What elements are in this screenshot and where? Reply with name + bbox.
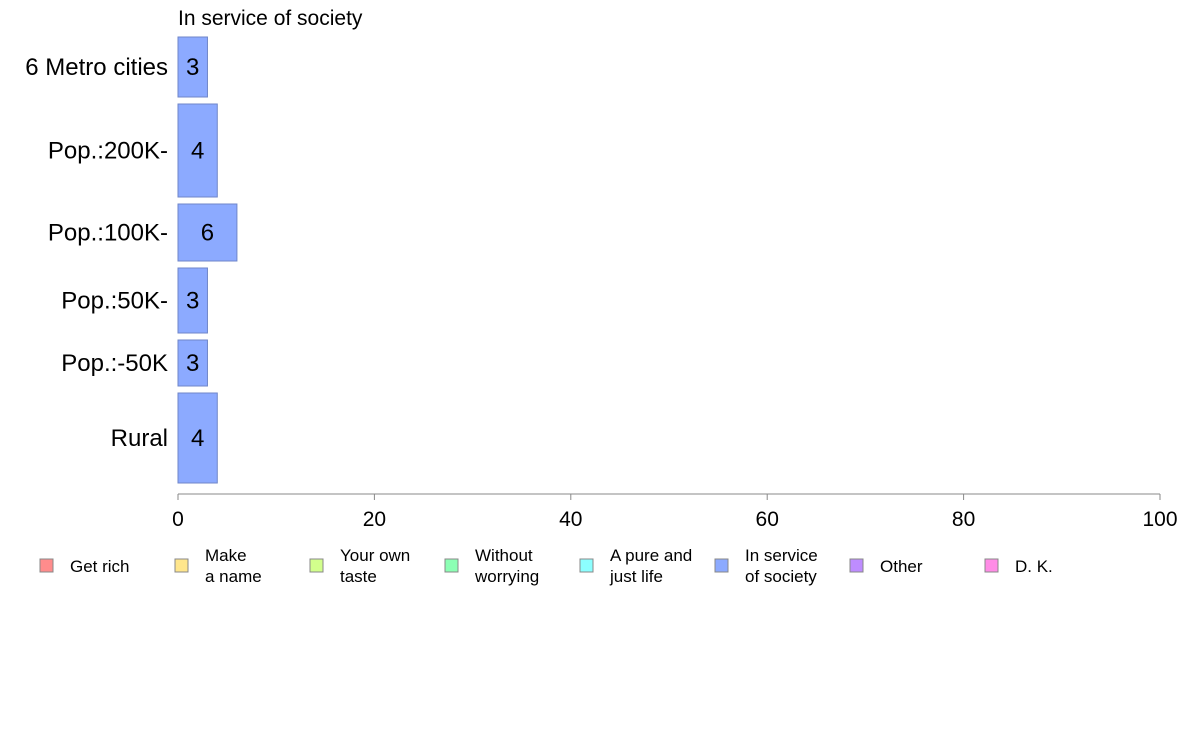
legend-label: In service of society	[745, 546, 818, 586]
bar-data-label: 3	[186, 54, 199, 81]
category-label: Pop.:200K-	[48, 138, 168, 165]
legend-swatch	[714, 558, 729, 573]
legend-swatch	[174, 558, 189, 573]
legend-label: Your own taste	[340, 546, 410, 586]
category-label: Rural	[111, 425, 168, 452]
x-axis: 0 20 40 60 80 100	[172, 493, 1178, 531]
legend-label: A pure and just life	[609, 546, 692, 586]
bar-data-label: 6	[201, 220, 214, 247]
bar-6	[177, 392, 218, 484]
category-label: 6 Metro cities	[25, 54, 168, 81]
bar-data-label: 4	[191, 425, 204, 452]
legend-swatch	[579, 558, 594, 573]
bars-layer: 3 6 Metro cities 4 Pop.:200K- 6 Pop.:100K- 3 Po…	[25, 36, 238, 484]
bar-2	[177, 103, 218, 198]
legend-label: Make a name	[205, 546, 262, 586]
legend-swatch	[309, 558, 324, 573]
legend-swatch	[39, 558, 54, 573]
legend-swatch	[444, 558, 459, 573]
x-tick-label: 40	[559, 508, 582, 531]
legend-label: Get rich	[70, 557, 130, 576]
category-label: Pop.:-50K	[61, 350, 168, 377]
legend-label: Other	[880, 557, 923, 576]
bar-3	[177, 203, 238, 262]
legend-swatch	[849, 558, 864, 573]
bar-5	[177, 339, 208, 387]
x-tick-label: 0	[172, 508, 184, 531]
bar-4	[177, 267, 208, 334]
bar-data-label: 4	[191, 138, 204, 165]
x-tick-label: 20	[363, 508, 386, 531]
legend: Get rich Make a name Your own taste Without wo…	[39, 546, 1053, 586]
legend-swatch	[984, 558, 999, 573]
category-label: Pop.:50K-	[61, 288, 168, 315]
bar-1	[177, 36, 208, 98]
category-label: Pop.:100K-	[48, 220, 168, 247]
x-tick-label: 60	[756, 508, 779, 531]
x-tick-label: 80	[952, 508, 975, 531]
legend-label: D. K.	[1015, 557, 1053, 576]
x-tick-label: 100	[1142, 508, 1177, 531]
bar-data-label: 3	[186, 288, 199, 315]
bar-data-label: 3	[186, 350, 199, 377]
legend-label: Without worrying	[474, 546, 539, 586]
chart-title: In service of society	[178, 7, 363, 30]
